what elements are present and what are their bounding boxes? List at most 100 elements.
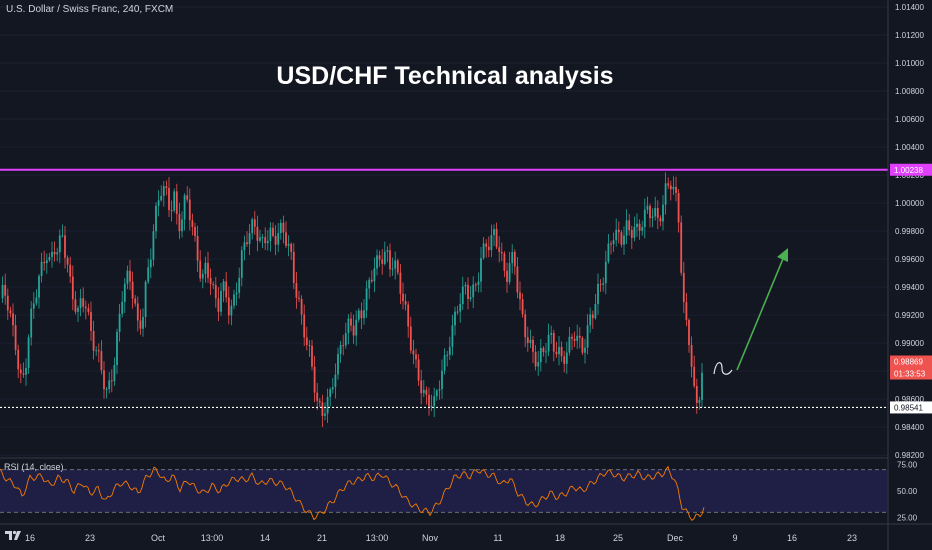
- candle-body[interactable]: [602, 283, 605, 285]
- candle-body[interactable]: [498, 247, 501, 252]
- candle-body[interactable]: [108, 380, 111, 389]
- candle-body[interactable]: [365, 288, 368, 311]
- candle-body[interactable]: [69, 264, 72, 277]
- candle-body[interactable]: [110, 380, 113, 382]
- candle-body[interactable]: [337, 354, 339, 375]
- candle-body[interactable]: [381, 259, 384, 264]
- candle-body[interactable]: [615, 229, 618, 241]
- candle-body[interactable]: [591, 314, 594, 319]
- candle-body[interactable]: [152, 231, 155, 260]
- candle-body[interactable]: [14, 325, 17, 350]
- candle-body[interactable]: [316, 392, 319, 401]
- candle-body[interactable]: [318, 400, 321, 403]
- candle-body[interactable]: [370, 279, 373, 282]
- candle-body[interactable]: [238, 277, 241, 293]
- candle-body[interactable]: [680, 222, 683, 273]
- candle-body[interactable]: [194, 226, 196, 237]
- candle-body[interactable]: [428, 394, 430, 407]
- candle-body[interactable]: [162, 186, 165, 196]
- candle-body[interactable]: [617, 229, 620, 233]
- candle-body[interactable]: [420, 380, 423, 394]
- candle-body[interactable]: [287, 243, 290, 246]
- candle-body[interactable]: [38, 275, 40, 298]
- candle-body[interactable]: [532, 339, 534, 352]
- candle-body[interactable]: [248, 233, 251, 245]
- candle-body[interactable]: [581, 337, 584, 353]
- candle-body[interactable]: [274, 235, 277, 245]
- candle-body[interactable]: [513, 252, 516, 267]
- candle-body[interactable]: [363, 310, 365, 319]
- candle-body[interactable]: [339, 345, 342, 355]
- candle-body[interactable]: [672, 186, 675, 190]
- candle-body[interactable]: [594, 304, 597, 319]
- candle-body[interactable]: [394, 260, 397, 269]
- candle-body[interactable]: [610, 243, 612, 245]
- candle-body[interactable]: [235, 292, 238, 295]
- candle-body[interactable]: [508, 263, 511, 282]
- uptrend-arrow[interactable]: [736, 253, 786, 371]
- candle-body[interactable]: [66, 257, 69, 265]
- candle-body[interactable]: [529, 339, 532, 344]
- candle-body[interactable]: [303, 314, 306, 338]
- candle-body[interactable]: [305, 337, 308, 345]
- candle-body[interactable]: [662, 204, 664, 222]
- candle-body[interactable]: [201, 273, 204, 279]
- candle-body[interactable]: [516, 266, 519, 293]
- candle-body[interactable]: [454, 311, 456, 326]
- candle-body[interactable]: [695, 386, 698, 403]
- candle-body[interactable]: [402, 293, 404, 302]
- candle-body[interactable]: [113, 365, 116, 382]
- candle-body[interactable]: [360, 310, 363, 319]
- candle-body[interactable]: [688, 319, 690, 346]
- candle-body[interactable]: [240, 250, 243, 278]
- candle-body[interactable]: [412, 350, 415, 355]
- candle-body[interactable]: [84, 306, 87, 309]
- candle-body[interactable]: [495, 228, 498, 248]
- candle-body[interactable]: [542, 347, 545, 353]
- candle-body[interactable]: [308, 344, 311, 346]
- candles[interactable]: [1, 172, 703, 428]
- candle-body[interactable]: [212, 283, 215, 285]
- candle-body[interactable]: [693, 366, 696, 387]
- candle-body[interactable]: [352, 325, 355, 336]
- candle-body[interactable]: [500, 251, 503, 254]
- candle-body[interactable]: [222, 281, 225, 291]
- candle-body[interactable]: [417, 359, 420, 381]
- candle-body[interactable]: [469, 297, 472, 300]
- candle-body[interactable]: [368, 279, 371, 289]
- candle-body[interactable]: [285, 232, 287, 246]
- candle-body[interactable]: [552, 333, 555, 352]
- candle-body[interactable]: [649, 205, 651, 219]
- candle-body[interactable]: [474, 284, 477, 286]
- candle-body[interactable]: [311, 345, 313, 367]
- candle-body[interactable]: [12, 313, 14, 326]
- candle-body[interactable]: [6, 295, 9, 311]
- candle-body[interactable]: [573, 338, 576, 341]
- candle-body[interactable]: [266, 240, 269, 244]
- candle-body[interactable]: [282, 222, 285, 233]
- candle-body[interactable]: [485, 243, 488, 247]
- candle-body[interactable]: [79, 298, 82, 308]
- candle-body[interactable]: [272, 227, 274, 236]
- candle-body[interactable]: [64, 235, 66, 258]
- candle-body[interactable]: [71, 276, 74, 300]
- candle-body[interactable]: [170, 210, 173, 212]
- candle-body[interactable]: [243, 242, 246, 251]
- candle-body[interactable]: [342, 345, 345, 347]
- candle-body[interactable]: [667, 183, 670, 186]
- candle-body[interactable]: [321, 402, 324, 416]
- candle-body[interactable]: [643, 209, 646, 228]
- candle-body[interactable]: [204, 262, 207, 274]
- candle-body[interactable]: [461, 286, 464, 304]
- candle-body[interactable]: [459, 303, 462, 312]
- candle-body[interactable]: [269, 227, 272, 241]
- candle-body[interactable]: [30, 308, 33, 338]
- candle-body[interactable]: [175, 191, 178, 215]
- candle-body[interactable]: [264, 237, 267, 244]
- candle-body[interactable]: [95, 350, 98, 352]
- candle-body[interactable]: [126, 270, 129, 284]
- candle-body[interactable]: [630, 230, 633, 238]
- candle-body[interactable]: [378, 255, 381, 260]
- candle-body[interactable]: [537, 362, 540, 367]
- candle-body[interactable]: [334, 374, 337, 388]
